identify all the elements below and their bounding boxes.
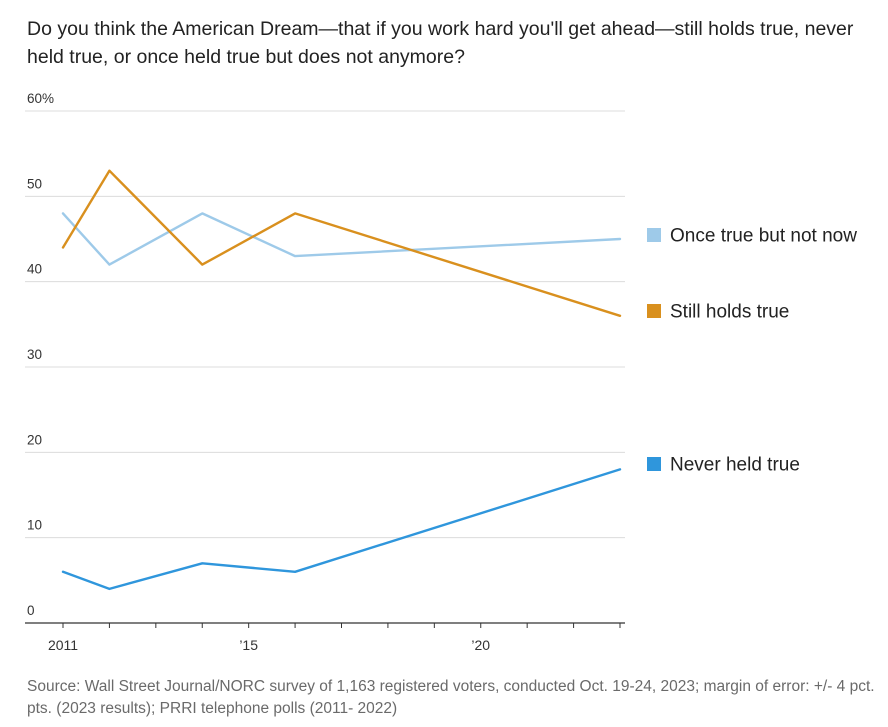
x-axis: 2011 ’15 ’20 [25, 622, 625, 653]
legend-item-still-holds-true: Still holds true [647, 302, 789, 323]
y-tick-label-0: 0 [27, 603, 35, 618]
legend-label-once-true-but-not-now: Once true but not now [670, 226, 857, 247]
x-tick-label-2011: 2011 [48, 637, 78, 653]
y-tick-label-60: 60% [27, 91, 54, 106]
chart-title: Do you think the American Dream—that if … [27, 18, 854, 68]
series-line-still-holds-true [61, 169, 622, 317]
legend-swatch-once-true-but-not-now [647, 228, 661, 242]
series-line-never-held-true [61, 468, 622, 591]
legend-swatch-never-held-true [647, 457, 661, 471]
source-note: Source: Wall Street Journal/NORC survey … [27, 678, 875, 717]
legend-swatch-still-holds-true [647, 304, 661, 318]
y-tick-label-40: 40 [27, 262, 42, 277]
x-tick-label-2020: ’20 [471, 637, 490, 653]
series-lines [61, 169, 622, 591]
y-tick-label-30: 30 [27, 347, 42, 362]
x-tick-label-2015: ’15 [239, 637, 258, 653]
legend-label-never-held-true: Never held true [670, 455, 800, 476]
legend: Once true but not now Still holds true Nev… [647, 226, 857, 476]
series-line-once-true-but-not-now [61, 212, 622, 266]
y-tick-label-20: 20 [27, 432, 42, 447]
legend-item-once-true-but-not-now: Once true but not now [647, 226, 857, 247]
legend-item-never-held-true: Never held true [647, 455, 800, 476]
legend-label-still-holds-true: Still holds true [670, 302, 789, 323]
y-tick-label-10: 10 [27, 518, 42, 533]
y-axis-tick-labels: 0 10 20 30 40 50 60% [27, 91, 54, 618]
y-tick-label-50: 50 [27, 176, 42, 191]
gridlines [25, 110, 625, 539]
